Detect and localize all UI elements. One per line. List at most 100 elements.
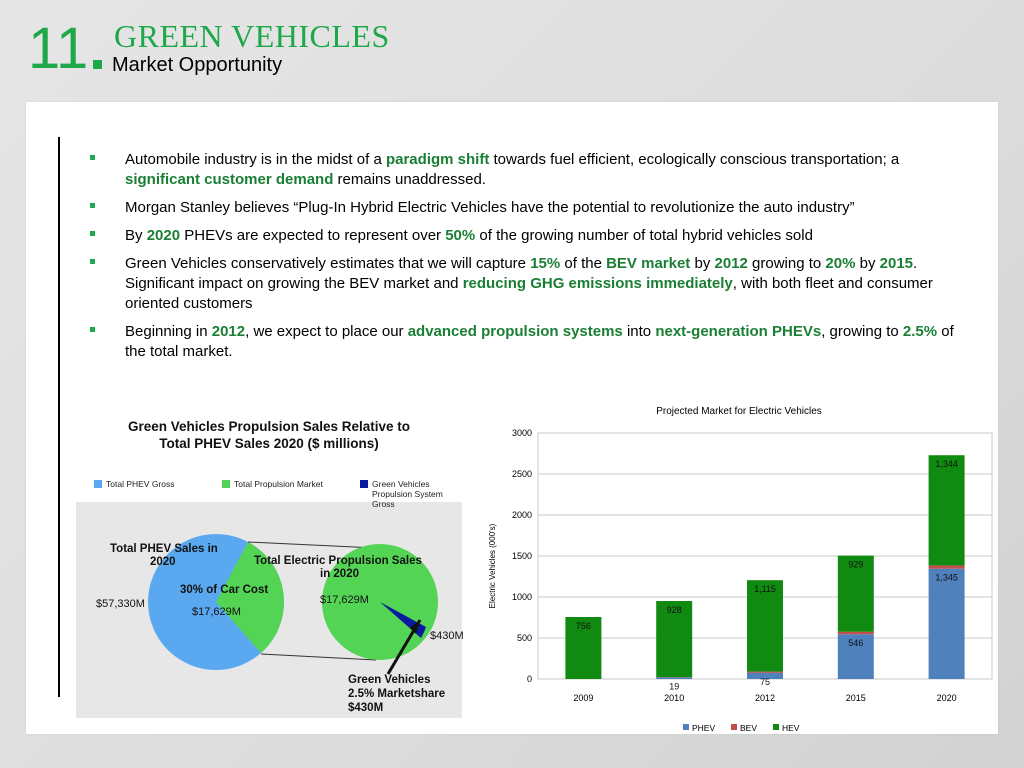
chart-bar-bev [928, 565, 965, 569]
right-pie-label-line1: Total Electric Propulsion Sales [254, 555, 422, 567]
chart-legend-label: PHEV [692, 723, 715, 733]
callout-line3: $430M [348, 702, 384, 714]
chart-data-label: 756 [576, 621, 591, 631]
bullet-text: of the total market. [125, 323, 954, 360]
bullet-marker-icon [90, 155, 95, 160]
left-pie-slice-value: $17,629M [192, 606, 241, 618]
bullet-text: by [855, 255, 880, 272]
callout-arrow-head-icon [410, 620, 420, 634]
bullet-emphasis: 20% [825, 255, 856, 272]
bullet-emphasis: reducing GHG emissions immediately [462, 275, 733, 292]
bullet-emphasis: significant customer demand [125, 171, 334, 188]
chart-y-tick-label: 2000 [512, 510, 532, 520]
chart-bar-phev [747, 672, 783, 679]
stacked-bar-chart: Projected Market for Electric Vehicles E… [488, 406, 993, 733]
chart-bar-bev [747, 671, 783, 673]
chart-bar-hev [565, 617, 602, 679]
chart-bar-hev [656, 601, 693, 678]
chart-data-label: 75 [760, 677, 770, 687]
legend-label-gv-propulsion: Green Vehicles Propulsion System Gross [372, 479, 443, 509]
bullet-text: into [622, 323, 656, 340]
bullet-text: Morgan Stanley believes “Plug-In Hybrid … [125, 199, 855, 216]
chart-data-label: 928 [667, 605, 682, 615]
legend-swatch-phev-gross [94, 480, 102, 488]
chart-bar-hev [837, 555, 874, 632]
chart-x-tick-label: 2015 [846, 693, 866, 703]
bullet-item: Automobile industry is in the midst of a… [90, 150, 960, 190]
chart-y-axis-label: Electric Vehicles (000's) [488, 523, 497, 608]
slide-number: 11. [28, 16, 105, 81]
bullet-text: Green Vehicles conservatively estimates … [125, 255, 531, 272]
chart-legend-swatch [731, 724, 737, 730]
bullet-marker-icon [90, 259, 95, 264]
bullet-emphasis: 15% [530, 255, 561, 272]
brand-title: GREEN VEHICLES [114, 18, 390, 54]
bullet-item: Beginning in 2012, we expect to place ou… [90, 322, 960, 362]
callout-line2: 2.5% Marketshare [348, 688, 446, 700]
chart-bar-hev [747, 580, 783, 672]
bullet-emphasis: 2012 [211, 323, 246, 340]
chart-title: Projected Market for Electric Vehicles [656, 406, 822, 417]
right-pie-slice-value: $430M [430, 630, 464, 642]
infographic-title-line: Total PHEV Sales 2020 ($ millions) [159, 436, 379, 451]
chart-legend-swatch [773, 724, 779, 730]
chart-bar-hev [928, 455, 965, 566]
chart-x-tick-label: 2020 [937, 693, 957, 703]
bullet-text: towards fuel efficient, ecologically con… [489, 151, 900, 168]
chart-legend-label: HEV [782, 723, 800, 733]
bullet-list: Automobile industry is in the midst of a… [90, 150, 960, 370]
left-pie-slice-label: 30% of Car Cost [180, 584, 269, 596]
bullet-item: Morgan Stanley believes “Plug-In Hybrid … [90, 198, 960, 218]
bullet-text: Beginning in [125, 323, 212, 340]
bullet-emphasis: advanced propulsion systems [407, 323, 623, 340]
chart-y-tick-label: 1500 [512, 551, 532, 561]
chart-legend-label: BEV [740, 723, 757, 733]
chart-y-tick-label: 0 [527, 674, 532, 684]
bullet-text: PHEVs are expected to represent over [180, 227, 446, 244]
chart-x-tick-label: 2009 [573, 693, 593, 703]
chart-data-label: 546 [848, 638, 863, 648]
bullet-text: of the [560, 255, 607, 272]
right-pie-label-line2: in 2020 [320, 568, 359, 580]
pie-illustration [148, 534, 438, 675]
bullet-marker-icon [90, 327, 95, 332]
bullet-text: . Significant impact on growing the BEV … [125, 255, 918, 292]
bullet-emphasis: 2015 [879, 255, 914, 272]
bullet-text: , with both fleet and consumer oriented … [125, 275, 933, 312]
bullet-emphasis: 2020 [146, 227, 181, 244]
chart-bar-phev [928, 568, 965, 679]
bullet-emphasis: 2.5% [902, 323, 938, 340]
connector-line-top [247, 541, 377, 549]
chart-data-label: 1,115 [754, 584, 776, 594]
bullet-emphasis: 50% [445, 227, 476, 244]
bullet-emphasis: 2012 [714, 255, 748, 272]
callout-line1: Green Vehicles [348, 674, 431, 686]
chart-y-tick-label: 1000 [512, 592, 532, 602]
bullet-item: By 2020 PHEVs are expected to represent … [90, 226, 960, 246]
slide-number-marker [93, 60, 102, 69]
left-pie-phev-value: $57,330M [96, 598, 145, 610]
chart-data-label: 929 [848, 560, 863, 570]
chart-y-tick-label: 2500 [512, 469, 532, 479]
infographic-title-line: Green Vehicles Propulsion Sales Relative… [127, 419, 411, 434]
left-pie-propulsion-slice [216, 542, 284, 602]
right-pie-value: $17,629M [320, 594, 369, 606]
left-pie-propulsion-slice-lower [216, 602, 284, 653]
chart-x-tick-label: 2012 [755, 693, 775, 703]
bullet-text: Automobile industry is in the midst of a [125, 151, 386, 168]
chart-bar-phev [656, 677, 693, 679]
slide-subtitle: Market Opportunity [112, 54, 283, 76]
chart-data-label: 19 [669, 681, 679, 691]
bullet-item: Green Vehicles conservatively estimates … [90, 254, 960, 314]
vertical-divider [58, 137, 60, 697]
bullet-marker-icon [90, 203, 95, 208]
chart-legend-swatch [683, 724, 689, 730]
chart-x-tick-label: 2010 [664, 693, 684, 703]
bullet-emphasis: paradigm shift [385, 151, 490, 168]
bullet-text: of the growing number of total hybrid ve… [475, 227, 813, 244]
legend-swatch-propulsion-market [222, 480, 230, 488]
chart-y-tick-label: 500 [517, 633, 532, 643]
legend-label-phev-gross: Total PHEV Gross [106, 479, 175, 489]
bullet-emphasis: next-generation PHEVs [655, 323, 822, 340]
legend-label-propulsion-market: Total Propulsion Market [234, 479, 323, 489]
